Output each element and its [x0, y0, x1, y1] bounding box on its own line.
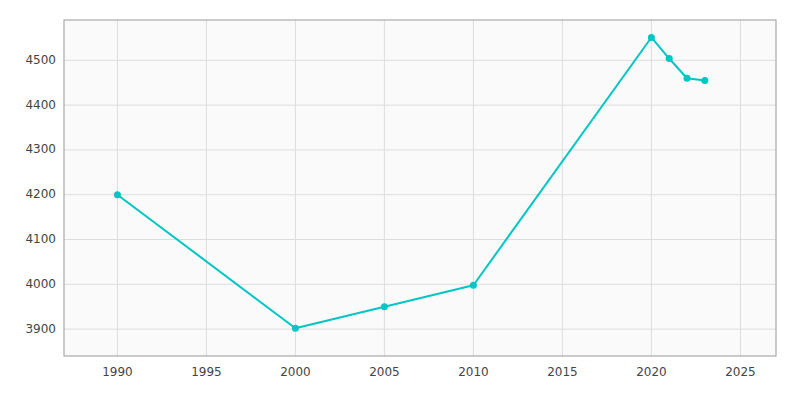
y-grid-line: [64, 149, 776, 150]
x-tick-label: 2025: [725, 365, 756, 379]
line: [117, 37, 704, 328]
chart-svg: 3900 4000 4100 4200 4300 4400 4500 1990 1995 2000…: [0, 0, 800, 400]
x-tick-label: 2010: [458, 365, 489, 379]
series: [114, 34, 708, 332]
plot-area: [64, 20, 776, 356]
x-tick-label: 1990: [102, 365, 133, 379]
y-grid-line: [64, 284, 776, 285]
point: [381, 303, 388, 310]
point: [292, 325, 299, 332]
y-grid-line: [64, 194, 776, 195]
point: [666, 55, 673, 62]
point: [648, 34, 655, 41]
y-grid-line: [64, 329, 776, 330]
x-tick-label: 2000: [280, 365, 311, 379]
y-tick-label: 4300: [25, 142, 56, 156]
grid: [64, 20, 776, 356]
y-tick-label: 4000: [25, 277, 56, 291]
x-grid-line: [295, 20, 296, 356]
point: [684, 75, 691, 82]
y-grid-line: [64, 239, 776, 240]
x-tick-label: 1995: [191, 365, 222, 379]
x-grid-line: [473, 20, 474, 356]
x-tick-label: 2005: [369, 365, 400, 379]
x-grid-line: [117, 20, 118, 356]
x-tick-label: 2020: [636, 365, 667, 379]
x-tick-label: 2015: [547, 365, 578, 379]
point: [470, 282, 477, 289]
y-tick-label: 4500: [25, 53, 56, 67]
point: [114, 191, 121, 198]
plot-frame: [64, 20, 776, 356]
chart-container: 3900 4000 4100 4200 4300 4400 4500 1990 1995 2000…: [0, 0, 800, 400]
x-grid-line: [562, 20, 563, 356]
y-tick-label: 4200: [25, 187, 56, 201]
y-tick-label: 4400: [25, 98, 56, 112]
tick-labels: 3900 4000 4100 4200 4300 4400 4500 1990 1995 2000…: [25, 53, 755, 379]
y-tick-label: 3900: [25, 322, 56, 336]
y-tick-label: 4100: [25, 232, 56, 246]
x-grid-line: [651, 20, 652, 356]
y-grid-line: [64, 105, 776, 106]
x-grid-line: [206, 20, 207, 356]
x-grid-line: [740, 20, 741, 356]
point: [701, 77, 708, 84]
